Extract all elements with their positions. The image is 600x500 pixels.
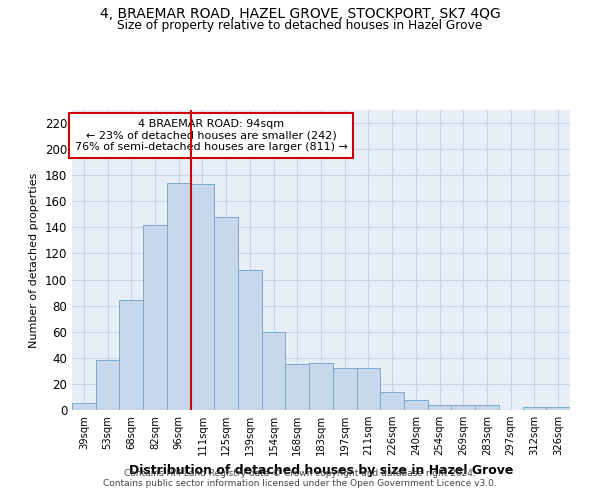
Bar (238, 270, 262, 410)
Bar (356, 368, 380, 410)
Bar (475, 405, 499, 410)
Bar (286, 364, 309, 410)
Text: 4, BRAEMAR ROAD, HAZEL GROVE, STOCKPORT, SK7 4QG: 4, BRAEMAR ROAD, HAZEL GROVE, STOCKPORT,… (100, 8, 500, 22)
Bar (214, 217, 238, 410)
Bar (262, 332, 286, 410)
Bar (191, 184, 214, 410)
Bar (309, 363, 333, 410)
Bar (428, 405, 451, 410)
Bar (546, 408, 570, 410)
Bar (167, 183, 191, 410)
Text: Size of property relative to detached houses in Hazel Grove: Size of property relative to detached ho… (118, 18, 482, 32)
Bar (451, 405, 475, 410)
Text: 4 BRAEMAR ROAD: 94sqm
← 23% of detached houses are smaller (242)
76% of semi-det: 4 BRAEMAR ROAD: 94sqm ← 23% of detached … (75, 119, 348, 152)
X-axis label: Distribution of detached houses by size in Hazel Grove: Distribution of detached houses by size … (129, 464, 513, 476)
Bar (119, 300, 143, 410)
Text: Contains public sector information licensed under the Open Government Licence v3: Contains public sector information licen… (103, 478, 497, 488)
Bar (404, 400, 428, 410)
Bar (333, 368, 356, 410)
Bar (96, 360, 119, 410)
Bar (143, 225, 167, 410)
Bar (523, 408, 546, 410)
Text: Contains HM Land Registry data © Crown copyright and database right 2024.: Contains HM Land Registry data © Crown c… (124, 468, 476, 477)
Bar (72, 404, 96, 410)
Bar (380, 392, 404, 410)
Y-axis label: Number of detached properties: Number of detached properties (29, 172, 39, 348)
